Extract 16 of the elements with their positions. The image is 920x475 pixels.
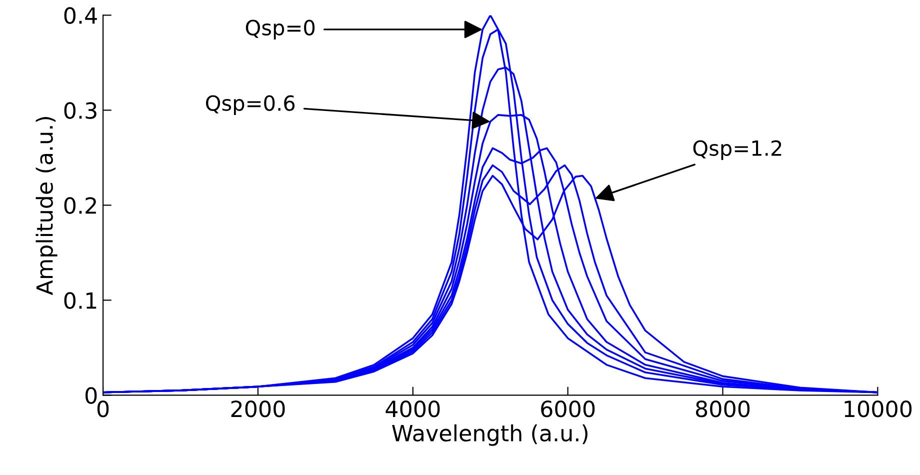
y-tick-label: 0.2: [64, 197, 96, 214]
y-tick-label: 0.4: [64, 7, 97, 24]
x-tick-label: 8000: [696, 400, 750, 418]
x-axis-title: Wavelength (a.u.): [392, 424, 588, 446]
annotation: Qsp=1.2: [693, 140, 782, 160]
x-tick-label: 0: [97, 400, 109, 418]
annotation: Qsp=0.6: [206, 95, 295, 116]
y-tick-label: 0: [86, 387, 97, 404]
x-tick-label: 2000: [231, 400, 285, 418]
y-tick-label: 0.3: [64, 102, 96, 119]
y-tick-label: 0.1: [64, 292, 96, 309]
y-axis-title: Amplitude (a.u.): [36, 117, 58, 296]
x-tick-label: 4000: [386, 400, 440, 418]
x-tick-label: 6000: [541, 400, 595, 418]
annotation: Qsp=0: [246, 20, 315, 40]
x-tick-label: 10000: [844, 400, 912, 418]
